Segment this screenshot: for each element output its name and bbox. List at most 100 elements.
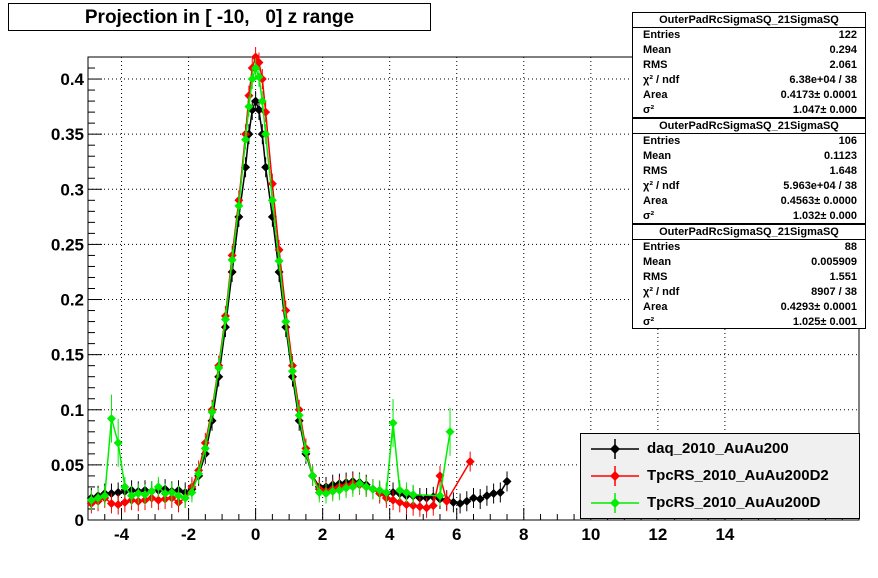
- data-point: [495, 487, 505, 497]
- data-point: [254, 72, 264, 82]
- stats-row-mean: Mean 0.005909: [643, 256, 857, 268]
- x-tick-label: 2: [318, 525, 327, 544]
- data-point: [113, 438, 123, 448]
- data-point: [314, 487, 324, 497]
- data-point: [348, 482, 358, 492]
- data-point: [308, 471, 318, 481]
- stats-row-area: Area 0.4563± 0.0000: [643, 195, 857, 207]
- legend-item-tpcrs-d: TpcRS_2010_AuAu200D: [581, 490, 859, 516]
- data-point: [435, 491, 445, 501]
- chart-legend: daq_2010_AuAu200 TpcRS_2010_AuAu200D2 Tp…: [580, 433, 860, 519]
- data-point: [465, 457, 475, 467]
- chart-title-text: Projection in [ -10, 0] z range: [84, 7, 355, 28]
- legend-marker-red: [591, 466, 639, 486]
- data-point: [167, 487, 177, 497]
- stats-row-rms: RMS 1.648: [643, 165, 857, 177]
- stats-box-title: OuterPadRcSigmaSQ_21SigmaSQ: [633, 13, 865, 28]
- x-tick-label: -2: [181, 525, 196, 544]
- data-point: [301, 447, 311, 457]
- data-point: [220, 314, 230, 324]
- data-point: [133, 489, 143, 499]
- y-tick-label: 0: [75, 511, 84, 530]
- y-tick-label: 0.3: [60, 180, 84, 199]
- stats-box-title: OuterPadRcSigmaSQ_21SigmaSQ: [633, 225, 865, 240]
- data-point: [442, 496, 452, 506]
- x-tick-label: 4: [385, 525, 395, 544]
- data-point: [187, 487, 197, 497]
- stats-row-sigma: σ² 1.025± 0.001: [643, 316, 857, 328]
- x-tick-label: 6: [452, 525, 461, 544]
- data-point: [281, 317, 291, 327]
- data-point: [234, 201, 244, 211]
- stats-row-mean: Mean 0.294: [643, 44, 857, 56]
- data-point: [415, 502, 425, 512]
- y-tick-label: 0.2: [60, 291, 84, 310]
- data-point: [428, 501, 438, 511]
- legend-item-daq: daq_2010_AuAu200: [581, 436, 859, 462]
- data-point: [267, 195, 277, 205]
- data-point: [106, 498, 116, 508]
- stats-row-area: Area 0.4173± 0.0001: [643, 89, 857, 101]
- stats-row-rms: RMS 2.061: [643, 59, 857, 71]
- stats-row-sigma: σ² 1.032± 0.000: [643, 210, 857, 222]
- data-point: [489, 489, 499, 499]
- data-point: [153, 495, 163, 505]
- y-tick-label: 0.35: [51, 125, 84, 144]
- data-point: [214, 363, 224, 373]
- stats-row-chi2: χ² / ndf 5.963e+04 / 38: [643, 180, 857, 192]
- data-point: [241, 135, 251, 145]
- y-tick-label: 0.05: [51, 456, 84, 475]
- data-point: [227, 255, 237, 265]
- stats-row-chi2: χ² / ndf 6.38e+04 / 38: [643, 74, 857, 86]
- data-point: [153, 482, 163, 492]
- data-point: [180, 493, 190, 503]
- chart-title: Projection in [ -10, 0] z range: [8, 3, 431, 31]
- data-point: [200, 443, 210, 453]
- data-point: [251, 96, 261, 106]
- stats-row-entries: Entries 88: [643, 241, 857, 253]
- data-point: [113, 487, 123, 497]
- x-tick-label: 0: [251, 525, 260, 544]
- data-point: [408, 501, 418, 511]
- stats-row-chi2: χ² / ndf 8907 / 38: [643, 286, 857, 298]
- stats-row-sigma: σ² 1.047± 0.000: [643, 104, 857, 116]
- data-point: [251, 63, 261, 73]
- legend-marker-black: [591, 439, 639, 459]
- stats-box-title: OuterPadRcSigmaSQ_21SigmaSQ: [633, 119, 865, 134]
- data-point: [261, 129, 271, 139]
- data-point: [100, 491, 110, 501]
- data-point: [140, 490, 150, 500]
- data-point: [194, 469, 204, 479]
- data-point: [355, 479, 365, 489]
- data-point: [287, 366, 297, 376]
- y-tick-label: 0.1: [60, 401, 84, 420]
- stats-row-rms: RMS 1.551: [643, 271, 857, 283]
- data-point: [257, 96, 267, 106]
- x-tick-label: -4: [114, 525, 130, 544]
- data-point: [294, 410, 304, 420]
- data-point: [381, 487, 391, 497]
- stats-row-area: Area 0.4293± 0.0001: [643, 301, 857, 313]
- stats-box-tpcrs-d: OuterPadRcSigmaSQ_21SigmaSQ Entries 88 Me…: [632, 224, 866, 329]
- data-point: [274, 256, 284, 266]
- data-point: [106, 414, 116, 424]
- data-point: [147, 486, 157, 496]
- data-point: [281, 306, 291, 316]
- y-tick-label: 0.4: [60, 70, 84, 89]
- stats-row-entries: Entries 122: [643, 29, 857, 41]
- stats-box-daq: OuterPadRcSigmaSQ_21SigmaSQ Entries 122 M…: [632, 12, 866, 118]
- stats-box-tpcrs-d2: OuterPadRcSigmaSQ_21SigmaSQ Entries 106 M…: [632, 118, 866, 224]
- x-tick-label: 12: [648, 525, 667, 544]
- x-tick-label: 14: [715, 525, 734, 544]
- data-point: [251, 52, 261, 62]
- legend-label: TpcRS_2010_AuAu200D2: [647, 467, 829, 484]
- data-point: [448, 497, 458, 507]
- legend-label: daq_2010_AuAu200: [647, 440, 789, 457]
- data-point: [244, 102, 254, 112]
- data-point: [328, 486, 338, 496]
- data-point: [160, 489, 170, 499]
- y-tick-label: 0.25: [51, 235, 84, 254]
- data-point: [462, 496, 472, 506]
- data-point: [445, 427, 455, 437]
- data-point: [120, 482, 130, 492]
